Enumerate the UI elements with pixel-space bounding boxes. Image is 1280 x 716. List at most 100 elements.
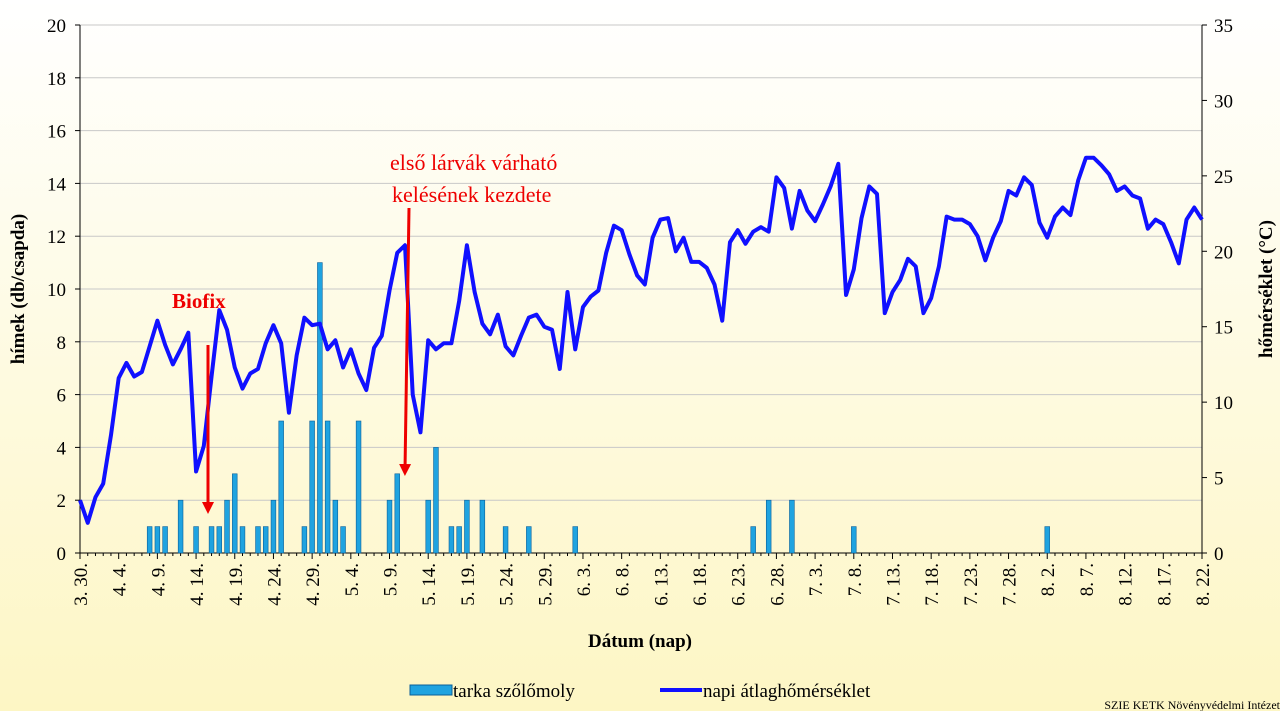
- bar: [278, 420, 284, 554]
- x-tick-label: 7. 28.: [1000, 563, 1021, 606]
- y-tick-label: 18: [47, 69, 66, 90]
- y-tick-label: 6: [57, 386, 67, 407]
- bar: [456, 526, 462, 554]
- x-tick-label: 3. 30.: [71, 563, 92, 606]
- x-tick-label: 4. 29.: [303, 563, 324, 606]
- bar: [324, 420, 331, 554]
- x-tick-label: 4. 9.: [148, 563, 169, 596]
- bar: [765, 499, 772, 554]
- x-tick-label: 5. 14.: [419, 563, 440, 606]
- y2-axis-title: hőmérséklet (°C): [1256, 220, 1277, 358]
- y2-tick-label: 15: [1214, 318, 1233, 339]
- x-tick-label: 7. 3.: [806, 563, 827, 596]
- bar: [255, 526, 261, 554]
- bar: [270, 499, 277, 554]
- y2-tick-label: 20: [1214, 242, 1233, 263]
- y-tick-label: 0: [57, 544, 67, 565]
- legend-swatch: [409, 684, 453, 696]
- y-tick-label: 14: [47, 174, 67, 195]
- legend-label: tarka szőlőmoly: [453, 681, 575, 702]
- x-tick-label: 4. 24.: [264, 563, 285, 606]
- bar: [502, 526, 509, 554]
- x-tick-label: 6. 18.: [690, 563, 711, 606]
- x-tick-label: 8. 17.: [1154, 563, 1175, 606]
- bar: [239, 526, 246, 554]
- y2-tick-label: 10: [1214, 393, 1233, 414]
- x-tick-label: 5. 9.: [381, 563, 402, 596]
- bar: [750, 526, 756, 554]
- x-tick-label: 8. 22.: [1193, 563, 1214, 606]
- y-tick-label: 20: [47, 16, 66, 37]
- bar: [154, 526, 161, 554]
- x-tick-label: 5. 29.: [535, 563, 556, 606]
- annotation: kelésének kezdete: [392, 182, 551, 207]
- x-tick-label: 6. 23.: [729, 563, 750, 606]
- bar: [789, 499, 795, 554]
- bar: [851, 526, 857, 554]
- x-tick-label: 6. 28.: [767, 563, 788, 606]
- bar: [177, 499, 184, 554]
- annotation: Biofix: [172, 289, 226, 313]
- bar: [394, 473, 400, 554]
- y2-tick-label: 5: [1214, 469, 1224, 490]
- bar: [355, 420, 362, 554]
- bar: [448, 526, 455, 554]
- bar: [340, 526, 346, 554]
- x-tick-label: 7. 13.: [883, 563, 904, 606]
- y-tick-label: 8: [57, 333, 67, 354]
- bar: [526, 526, 532, 554]
- annotation: első lárvák várható: [390, 150, 557, 175]
- x-tick-label: 4. 19.: [226, 563, 247, 606]
- bar: [479, 499, 486, 554]
- x-tick-label: 4. 4.: [110, 563, 131, 596]
- y2-tick-label: 0: [1214, 544, 1224, 565]
- x-tick-label: 6. 8.: [613, 563, 634, 596]
- x-tick-label: 7. 23.: [961, 563, 982, 606]
- x-tick-label: 5. 24.: [497, 563, 518, 606]
- y2-tick-label: 35: [1214, 16, 1233, 37]
- bar: [263, 526, 269, 554]
- bar: [332, 499, 339, 554]
- x-tick-label: 6. 3.: [574, 563, 595, 596]
- y-tick-label: 16: [47, 122, 66, 143]
- y-tick-label: 4: [57, 438, 67, 459]
- larva-arrow: [399, 207, 412, 476]
- y-axis-title: hímek (db/csapda): [8, 214, 29, 364]
- bar: [425, 499, 431, 554]
- x-tick-label: 7. 8.: [845, 563, 866, 596]
- bar: [208, 526, 215, 554]
- bar: [1044, 526, 1050, 554]
- bar: [386, 499, 393, 554]
- bar: [193, 526, 199, 554]
- bar: [433, 447, 439, 554]
- bar: [232, 473, 238, 554]
- y2-tick-label: 25: [1214, 167, 1233, 188]
- x-tick-label: 4. 14.: [187, 563, 208, 606]
- legend-label: napi átlaghőmérséklet: [703, 681, 871, 702]
- x-tick-label: 6. 13.: [651, 563, 672, 606]
- y-tick-label: 2: [57, 491, 67, 512]
- bar: [146, 526, 153, 554]
- x-tick-label: 7. 18.: [922, 563, 943, 606]
- source: SZIE KETK Növényvédelmi Intézet: [1104, 698, 1280, 711]
- bar: [572, 526, 578, 554]
- temperature-line: [78, 155, 1204, 525]
- x-tick-label: 5. 19.: [458, 563, 479, 606]
- y-tick-label: 10: [47, 280, 66, 301]
- plot-area: 0 2 4 6 8 10 12 14 16 18 20 0 5 10 15 20 25 30 35 3. 30. 4. …: [47, 16, 1233, 606]
- bar: [301, 526, 308, 554]
- y2-tick-label: 30: [1214, 91, 1233, 112]
- x-tick-label: 8. 7.: [1077, 563, 1098, 596]
- bar: [317, 262, 323, 554]
- x-tick-label: 8. 2.: [1038, 563, 1059, 596]
- bar: [224, 499, 230, 554]
- bar: [309, 420, 315, 554]
- bar: [216, 526, 222, 554]
- y-tick-label: 12: [47, 227, 66, 248]
- x-tick-label: 8. 12.: [1116, 563, 1137, 606]
- x-tick-label: 5. 4.: [342, 563, 363, 596]
- x-axis-title: Dátum (nap): [588, 631, 692, 652]
- bar: [162, 526, 168, 554]
- bar: [464, 499, 470, 554]
